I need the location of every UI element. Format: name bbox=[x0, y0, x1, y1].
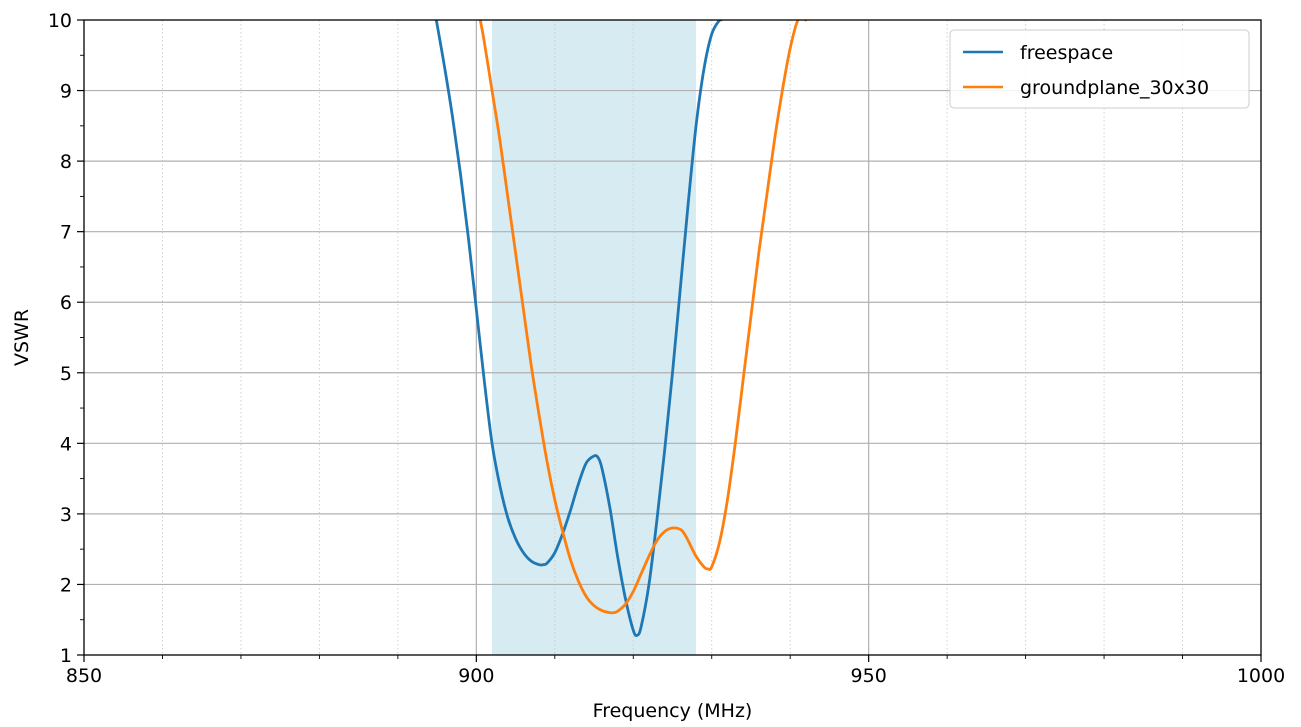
legend-box bbox=[949, 29, 1250, 109]
y-tick-label: 4 bbox=[60, 433, 72, 455]
y-axis-label: VSWR bbox=[11, 309, 33, 366]
legend-label-groundplane: groundplane_30x30 bbox=[1020, 77, 1209, 99]
y-tick-label: 10 bbox=[48, 10, 72, 32]
x-tick-label: 900 bbox=[458, 665, 494, 687]
y-tick-label: 7 bbox=[60, 222, 72, 244]
y-tick-label: 2 bbox=[60, 574, 72, 596]
shaded-band-layer bbox=[492, 20, 697, 655]
y-tick-label: 6 bbox=[60, 292, 72, 314]
legend-label-freespace: freespace bbox=[1020, 42, 1113, 64]
tick-labels: 850 900 950 1000 1 2 3 4 5 6 7 8 9 10 bbox=[48, 10, 1285, 687]
y-tick-label: 3 bbox=[60, 504, 72, 526]
x-axis-label: Frequency (MHz) bbox=[593, 700, 753, 722]
shaded-band bbox=[492, 20, 697, 655]
legend: freespace groundplane_30x30 bbox=[949, 29, 1250, 109]
series-layer bbox=[434, 20, 808, 637]
x-tick-label: 1000 bbox=[1237, 665, 1285, 687]
y-tick-label: 5 bbox=[60, 363, 72, 385]
series-line-groundplane-30x30 bbox=[478, 20, 808, 615]
y-tick-label: 1 bbox=[60, 645, 72, 667]
y-tick-label: 9 bbox=[60, 81, 72, 103]
minor-grid bbox=[162, 20, 1183, 655]
x-tick-label: 850 bbox=[66, 665, 102, 687]
series-line-freespace bbox=[434, 20, 723, 637]
y-tick-label: 8 bbox=[60, 151, 72, 173]
tick-layer bbox=[77, 19, 1262, 662]
x-tick-label: 950 bbox=[851, 665, 887, 687]
